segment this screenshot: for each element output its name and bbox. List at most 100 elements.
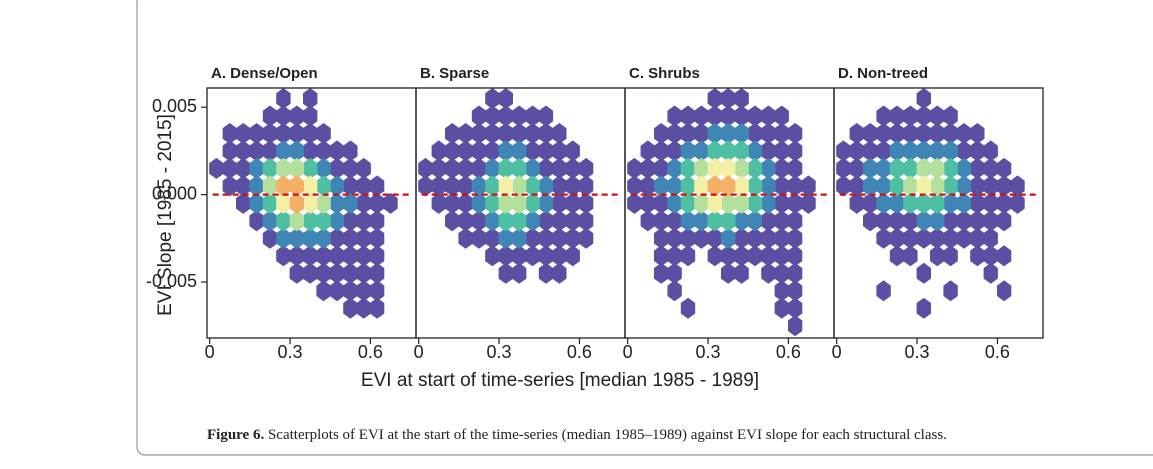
hex-cell	[774, 105, 789, 127]
hex-cell	[876, 210, 891, 232]
hex-cell	[836, 175, 851, 197]
hex-cell	[276, 88, 291, 109]
hex-cell	[707, 245, 722, 267]
hex-cell	[680, 297, 696, 319]
hex-cell	[471, 105, 487, 127]
hex-cell	[707, 140, 722, 162]
hex-cell	[565, 192, 580, 214]
hex-cell	[930, 210, 945, 232]
hex-cell	[889, 157, 905, 179]
hex-cell	[538, 175, 554, 197]
hex-cell	[788, 157, 803, 179]
hex-cell	[721, 157, 736, 179]
hex-cell	[930, 245, 945, 267]
hex-cell	[680, 227, 696, 249]
hex-cell	[538, 192, 554, 214]
hex-cell	[552, 192, 567, 214]
hex-cell	[579, 227, 594, 249]
hex-cell	[512, 123, 527, 144]
hex-cell	[654, 123, 669, 144]
hex-cell	[343, 245, 358, 267]
hex-cell	[916, 157, 931, 179]
hex-cell	[903, 227, 918, 249]
x-tick-label: 0	[205, 342, 215, 362]
panel-title: C. Shrubs	[629, 65, 700, 82]
hex-cell	[329, 227, 345, 249]
hex-cell	[694, 227, 709, 249]
hex-cell	[289, 192, 304, 214]
hex-cell	[916, 192, 931, 214]
hex-cell	[445, 210, 460, 232]
hex-cell	[552, 262, 567, 284]
hex-cell	[903, 105, 918, 127]
hex-cell	[485, 175, 500, 197]
hex-cell	[512, 140, 527, 162]
hex-cell	[431, 175, 446, 197]
hex-cell	[788, 210, 803, 232]
hex-cell	[343, 140, 358, 162]
caption-text: Scatterplots of EVI at the start of the …	[264, 427, 947, 443]
hex-cell	[262, 210, 278, 232]
hex-cell	[552, 175, 567, 197]
hex-cell	[445, 140, 460, 162]
hex-cell	[943, 105, 958, 127]
hex-cell	[552, 140, 567, 162]
hex-cell	[525, 140, 540, 162]
hex-cell	[956, 192, 972, 214]
hex-cell	[956, 140, 972, 162]
hex-cell	[485, 157, 500, 179]
y-tick-label: 0.000	[152, 183, 197, 203]
hex-cell	[276, 175, 291, 197]
hex-cell	[458, 227, 473, 249]
hex-cell	[707, 175, 722, 197]
hex-cell	[721, 123, 736, 144]
hex-cell	[262, 227, 278, 249]
hex-cell	[788, 297, 803, 319]
hex-cell	[458, 210, 473, 232]
hex-cell	[538, 105, 554, 127]
hex-cell	[565, 175, 580, 197]
hex-cell	[458, 175, 473, 197]
hex-cell	[512, 175, 527, 197]
x-tick-label: 0.6	[985, 342, 1010, 362]
hex-cell	[640, 157, 655, 179]
hex-cell	[930, 105, 945, 127]
hex-cell	[788, 123, 803, 144]
hex-cell	[249, 210, 264, 232]
hex-cell	[356, 280, 371, 302]
hex-cell	[970, 140, 985, 162]
hex-cell	[916, 105, 931, 127]
hex-cell	[640, 175, 655, 197]
hex-cell	[329, 175, 345, 197]
hex-cell	[538, 227, 554, 249]
y-tick-label: -0.005	[146, 271, 197, 291]
hex-cell	[1010, 175, 1025, 197]
hex-cell	[774, 210, 789, 232]
hex-cell	[316, 175, 331, 197]
hex-cell	[654, 210, 669, 232]
hex-cell	[721, 227, 736, 249]
hex-cell	[471, 123, 487, 144]
hex-cell	[680, 245, 696, 267]
hex-cell	[538, 157, 554, 179]
hex-cell	[849, 192, 864, 214]
panel: B. Sparse 0 0.3 0.6	[414, 65, 626, 362]
hex-cell	[236, 175, 251, 197]
hex-cell	[970, 210, 985, 232]
hex-cell	[903, 192, 918, 214]
hex-cell	[370, 262, 385, 284]
hex-cell	[863, 192, 878, 214]
hex-cell	[316, 245, 331, 267]
hex-cell	[303, 262, 318, 284]
hex-cell	[694, 105, 709, 127]
panel: C. Shrubs 0 0.3 0.6	[623, 65, 835, 362]
hex-cell	[498, 227, 513, 249]
hex-cell	[471, 192, 487, 214]
hex-cell	[747, 123, 763, 144]
hex-cell	[930, 140, 945, 162]
hex-cell	[943, 192, 958, 214]
hex-cell	[316, 262, 331, 284]
hex-cell	[445, 123, 460, 144]
hex-cell	[721, 210, 736, 232]
